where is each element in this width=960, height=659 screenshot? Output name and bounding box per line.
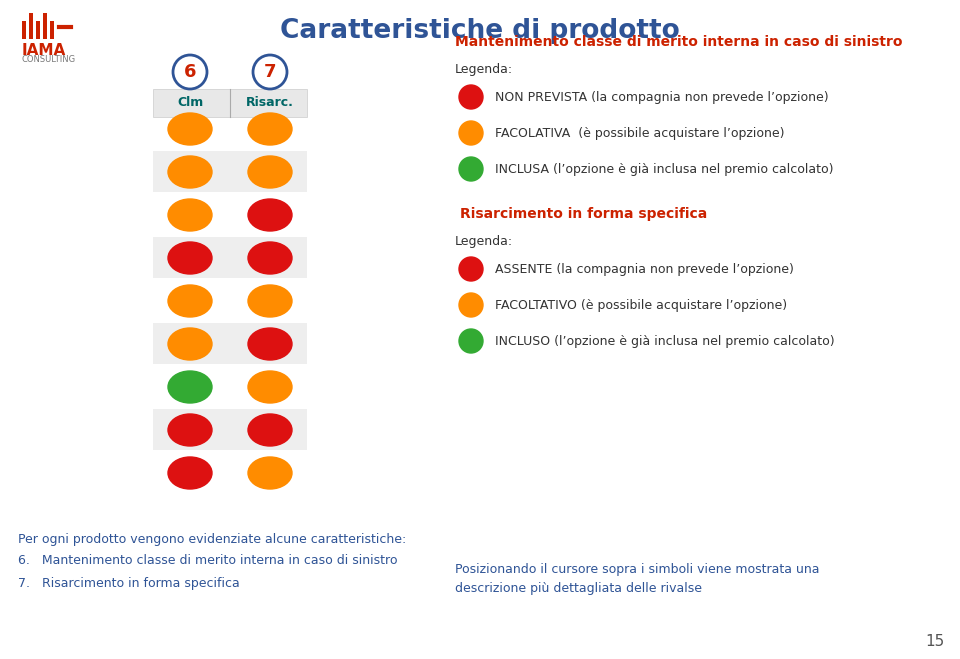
Ellipse shape (248, 328, 292, 360)
Text: Mantenimento classe di merito interna in caso di sinistro: Mantenimento classe di merito interna in… (455, 35, 902, 49)
Text: Risarc.: Risarc. (246, 96, 294, 109)
Text: IAMA: IAMA (22, 43, 66, 58)
Ellipse shape (168, 199, 212, 231)
Ellipse shape (248, 371, 292, 403)
FancyBboxPatch shape (29, 13, 33, 39)
Ellipse shape (248, 242, 292, 274)
Ellipse shape (168, 285, 212, 317)
Ellipse shape (168, 328, 212, 360)
Circle shape (459, 85, 483, 109)
FancyBboxPatch shape (22, 21, 26, 39)
FancyBboxPatch shape (153, 409, 307, 450)
FancyBboxPatch shape (153, 108, 307, 149)
Text: Posizionando il cursore sopra i simboli viene mostrata una
descrizione più detta: Posizionando il cursore sopra i simboli … (455, 563, 820, 595)
FancyBboxPatch shape (36, 21, 40, 39)
Text: 7.   Risarcimento in forma specifica: 7. Risarcimento in forma specifica (18, 577, 240, 590)
Text: 7: 7 (264, 63, 276, 81)
Circle shape (459, 257, 483, 281)
Text: Risarcimento in forma specifica: Risarcimento in forma specifica (460, 207, 708, 221)
Text: FACOLATIVA  (è possibile acquistare l’opzione): FACOLATIVA (è possibile acquistare l’opz… (495, 127, 784, 140)
Ellipse shape (248, 113, 292, 145)
Ellipse shape (248, 156, 292, 188)
Ellipse shape (168, 414, 212, 446)
Text: Clm: Clm (177, 96, 204, 109)
Ellipse shape (168, 371, 212, 403)
Text: NON PREVISTA (la compagnia non prevede l’opzione): NON PREVISTA (la compagnia non prevede l… (495, 90, 828, 103)
Text: Legenda:: Legenda: (455, 63, 514, 76)
Text: CONSULTING: CONSULTING (22, 55, 76, 64)
Text: ASSENTE (la compagnia non prevede l’opzione): ASSENTE (la compagnia non prevede l’opzi… (495, 262, 794, 275)
Ellipse shape (248, 285, 292, 317)
Ellipse shape (168, 156, 212, 188)
FancyBboxPatch shape (153, 366, 307, 407)
FancyBboxPatch shape (153, 452, 307, 493)
FancyBboxPatch shape (153, 323, 307, 364)
Text: INCLUSO (l’opzione è già inclusa nel premio calcolato): INCLUSO (l’opzione è già inclusa nel pre… (495, 335, 834, 347)
Text: Legenda:: Legenda: (455, 235, 514, 248)
Text: FACOLTATIVO (è possibile acquistare l’opzione): FACOLTATIVO (è possibile acquistare l’op… (495, 299, 787, 312)
Ellipse shape (168, 457, 212, 489)
Text: 6: 6 (183, 63, 196, 81)
FancyBboxPatch shape (153, 194, 307, 235)
FancyBboxPatch shape (153, 237, 307, 278)
Ellipse shape (248, 414, 292, 446)
FancyBboxPatch shape (43, 13, 47, 39)
Text: 15: 15 (925, 633, 945, 648)
Text: 6.   Mantenimento classe di merito interna in caso di sinistro: 6. Mantenimento classe di merito interna… (18, 554, 397, 567)
Ellipse shape (248, 457, 292, 489)
FancyBboxPatch shape (153, 89, 307, 117)
Ellipse shape (168, 242, 212, 274)
FancyBboxPatch shape (153, 280, 307, 321)
Text: INCLUSA (l’opzione è già inclusa nel premio calcolato): INCLUSA (l’opzione è già inclusa nel pre… (495, 163, 833, 175)
Text: Caratteristiche di prodotto: Caratteristiche di prodotto (280, 18, 680, 44)
FancyBboxPatch shape (153, 151, 307, 192)
Circle shape (459, 121, 483, 145)
Ellipse shape (168, 113, 212, 145)
FancyBboxPatch shape (50, 21, 54, 39)
Circle shape (459, 329, 483, 353)
Circle shape (459, 157, 483, 181)
Text: Per ogni prodotto vengono evidenziate alcune caratteristiche:: Per ogni prodotto vengono evidenziate al… (18, 532, 406, 546)
Ellipse shape (248, 199, 292, 231)
Circle shape (459, 293, 483, 317)
